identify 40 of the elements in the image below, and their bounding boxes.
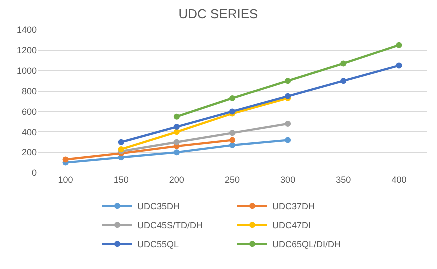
y-tick-label: 200	[22, 148, 37, 158]
point	[62, 156, 69, 163]
point	[285, 120, 292, 127]
point	[174, 124, 180, 130]
y-tick-label: 800	[22, 86, 37, 96]
point	[230, 142, 236, 148]
x-tick-label: 150	[114, 175, 129, 185]
point	[174, 139, 180, 146]
point	[118, 139, 124, 146]
x-tick-label: 400	[392, 175, 407, 185]
y-tick-label: 0	[32, 168, 37, 178]
legend-label: UDC45S/TD/DH	[138, 220, 204, 231]
y-tick-label: 1200	[16, 46, 37, 56]
x-tick-label: 100	[58, 175, 74, 185]
y-tick-label: 400	[22, 127, 37, 138]
legend-label: UDC55QL	[138, 240, 180, 250]
legend-label: UDC65QL/DI/DH	[272, 240, 342, 250]
legend-label: UDC37DH	[272, 202, 316, 212]
point	[230, 95, 236, 102]
point	[340, 60, 347, 67]
x-tick-label: 200	[169, 175, 184, 185]
point	[230, 137, 236, 144]
point	[396, 42, 402, 48]
y-tick-label: 1400	[16, 25, 37, 36]
point	[285, 137, 292, 144]
x-tick-label: 250	[224, 175, 240, 185]
point	[174, 114, 180, 120]
point	[230, 130, 236, 136]
x-tick-label: 350	[336, 175, 352, 185]
legend-label: UDC35DH	[138, 202, 180, 212]
chart-title: UDC SERIES	[178, 6, 259, 22]
y-tick-label: 600	[22, 106, 37, 117]
point	[174, 150, 180, 156]
x-tick-label: 300	[280, 175, 296, 185]
point	[285, 78, 292, 84]
y-tick-label: 1000	[16, 66, 37, 76]
legend-label: UDC47DI	[272, 220, 312, 231]
point	[174, 129, 180, 136]
point	[340, 78, 347, 84]
point	[396, 62, 402, 69]
